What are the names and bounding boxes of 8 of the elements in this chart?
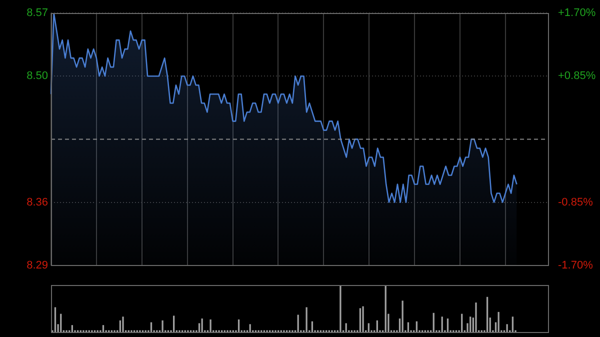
y-tick-label: 8.50 (26, 70, 48, 82)
y-tick-label: 8.36 (26, 196, 48, 208)
y-tick-label: 8.57 (26, 7, 48, 20)
y2-tick-label: -0.85% (558, 196, 594, 208)
y2-tick-label: +0.85% (558, 70, 596, 82)
y-tick-label: 8.29 (26, 259, 48, 272)
y2-tick-label: +1.70% (558, 7, 596, 20)
y2-tick-label: -1.70% (558, 259, 594, 272)
